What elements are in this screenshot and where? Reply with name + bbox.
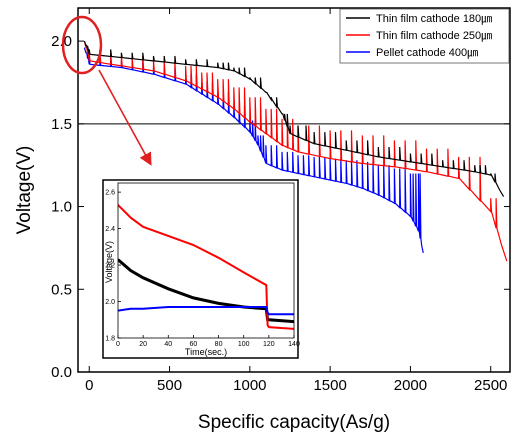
legend-label-180: Thin film cathode 180㎛	[376, 13, 492, 25]
inset-y-tick-label-0: 1.8	[105, 336, 115, 343]
inset-series-line-2	[118, 306, 294, 316]
series-line-1	[83, 40, 508, 262]
inset-series-line-1	[118, 204, 294, 330]
inset-x-tick-label-4: 80	[215, 341, 223, 348]
inset-y-tick-label-2: 2.2	[105, 263, 115, 270]
x-tick-label-1: 500	[157, 377, 182, 394]
inset-x-tick-label-2: 40	[164, 341, 172, 348]
series-line-0	[83, 40, 505, 197]
legend-label-400: Pellet cathode 400㎛	[376, 47, 478, 59]
inset-y-axis-title: Voltage(V)	[104, 241, 114, 283]
inset-x-tick-label-0: 0	[116, 341, 120, 348]
x-tick-label-4: 2000	[394, 377, 427, 394]
highlight-arrow	[98, 69, 152, 166]
x-tick-label-3: 1500	[313, 377, 346, 394]
y-tick-label-4: 2.0	[51, 33, 72, 50]
series-line-2	[83, 47, 424, 254]
plot-frame	[77, 7, 511, 373]
x-axis-title: Specific capacity(As/g)	[198, 412, 390, 433]
inset-x-tick-label-5: 100	[238, 341, 250, 348]
inset-x-tick-label-6: 120	[263, 341, 275, 348]
x-tick-label-5: 2500	[474, 377, 507, 394]
highlight-circle	[61, 15, 103, 75]
inset-x-axis-title: Time(sec.)	[185, 347, 227, 357]
y-tick-label-2: 1.0	[51, 199, 72, 216]
y-tick-label-1: 0.5	[51, 281, 72, 298]
inset-y-tick-label-4: 2.6	[105, 190, 115, 197]
inset-x-tick-label-1: 20	[139, 341, 147, 348]
y-tick-label-0: 0.0	[51, 364, 72, 381]
legend: Thin film cathode 180㎛ Thin film cathode…	[339, 8, 510, 64]
y-axis-title: Voltage(V)	[14, 146, 35, 235]
inset-background	[102, 179, 299, 359]
x-tick-label-0: 0	[85, 377, 93, 394]
inset-x-tick-label-3: 60	[190, 341, 198, 348]
y-tick-label-3: 1.5	[51, 116, 72, 133]
legend-label-250: Thin film cathode 250㎛	[376, 30, 492, 42]
x-tick-label-2: 1000	[233, 377, 266, 394]
inset-axis-ticks: 0 20 40 60 80 100 120 140 1.8 2.0 2.2 2.4 2.6	[105, 190, 300, 348]
inset-series-layer	[118, 204, 294, 330]
series-layer	[83, 40, 508, 262]
inset-y-tick-label-3: 2.4	[105, 226, 115, 233]
inset-frame	[117, 182, 295, 339]
inset-y-tick-label-1: 2.0	[105, 299, 115, 306]
inset-chart: 0 20 40 60 80 100 120 140 1.8 2.0 2.2 2.4 2.6 Time(s…	[102, 179, 300, 359]
inset-x-tick-label-7: 140	[288, 341, 300, 348]
